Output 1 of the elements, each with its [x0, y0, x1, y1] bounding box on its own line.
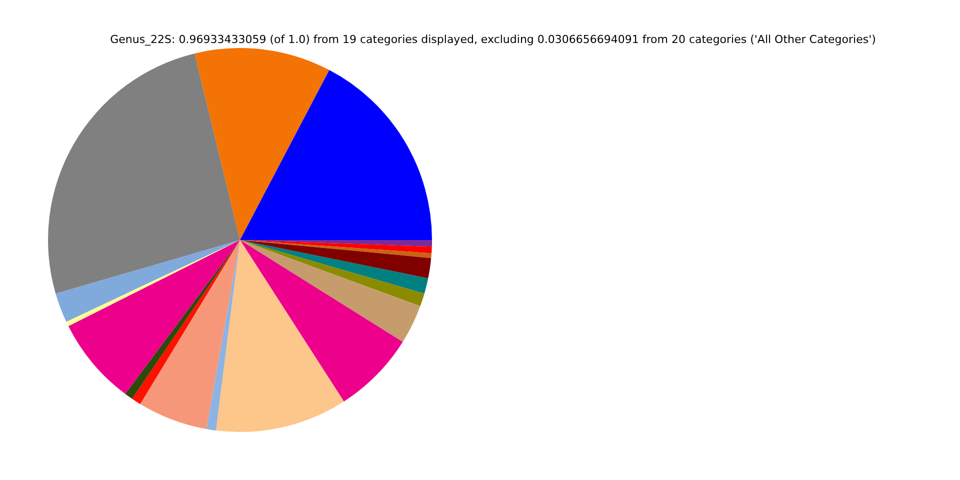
text: Genus_22S: 0.96933433059 (of 1.0) from 19 categories displayed, excluding 0.0306656694091 from 20 categories ('All Other Categories'): [109, 33, 877, 46]
